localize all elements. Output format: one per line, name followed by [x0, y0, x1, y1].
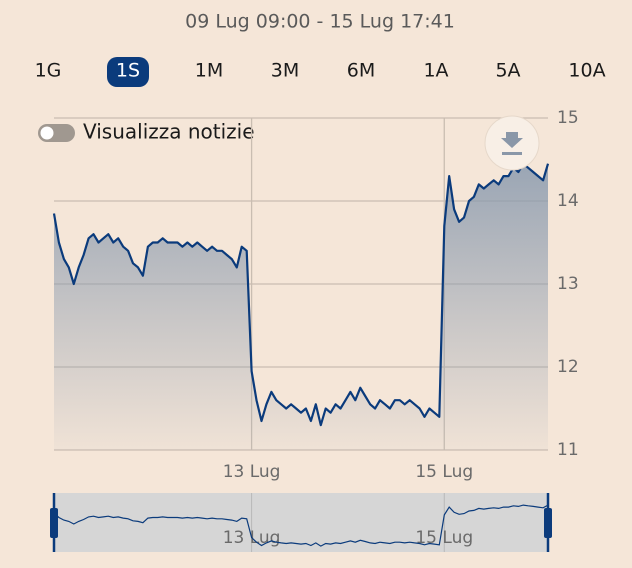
- navigator-handle[interactable]: [544, 508, 552, 538]
- x-tick-label: 13 Lug: [223, 462, 281, 482]
- area: [54, 163, 548, 450]
- period-label: 1A: [423, 60, 448, 82]
- download-icon: [501, 132, 523, 155]
- period-label: 1S: [116, 60, 140, 82]
- period-label: 1G: [35, 60, 62, 82]
- navigator-bg: [54, 493, 548, 552]
- price-line: [52, 162, 550, 427]
- period-label: 3M: [271, 60, 299, 82]
- news-toggle[interactable]: [38, 124, 75, 142]
- y-tick-label: 13: [557, 274, 579, 294]
- navigator-handle[interactable]: [50, 508, 58, 538]
- period-button[interactable]: 1M: [195, 60, 223, 82]
- period-selected-bg: [107, 57, 149, 87]
- y-tick-label: 11: [557, 440, 579, 460]
- date-range: 09 Lug 09:00 - 15 Lug 17:41: [185, 11, 455, 33]
- period-button[interactable]: 3M: [271, 60, 299, 82]
- period-label: 10A: [568, 60, 605, 82]
- period-button[interactable]: 10A: [568, 60, 605, 82]
- period-button[interactable]: 1G: [35, 60, 62, 82]
- navigator-line: [53, 504, 549, 547]
- y-tick-label: 12: [557, 357, 579, 377]
- period-label: 1M: [195, 60, 223, 82]
- toggle-knob: [39, 125, 55, 141]
- toggle-label: Visualizza notizie: [83, 120, 255, 144]
- period-label: 5A: [495, 60, 520, 82]
- download-button[interactable]: [484, 115, 540, 171]
- period-label: 6M: [347, 60, 375, 82]
- x-tick-label: 15 Lug: [415, 462, 473, 482]
- period-button[interactable]: 1S: [107, 57, 149, 87]
- period-button[interactable]: 1A: [423, 60, 448, 82]
- period-button[interactable]: 5A: [495, 60, 520, 82]
- y-tick-label: 14: [557, 191, 579, 211]
- period-button[interactable]: 6M: [347, 60, 375, 82]
- y-tick-label: 15: [557, 108, 579, 128]
